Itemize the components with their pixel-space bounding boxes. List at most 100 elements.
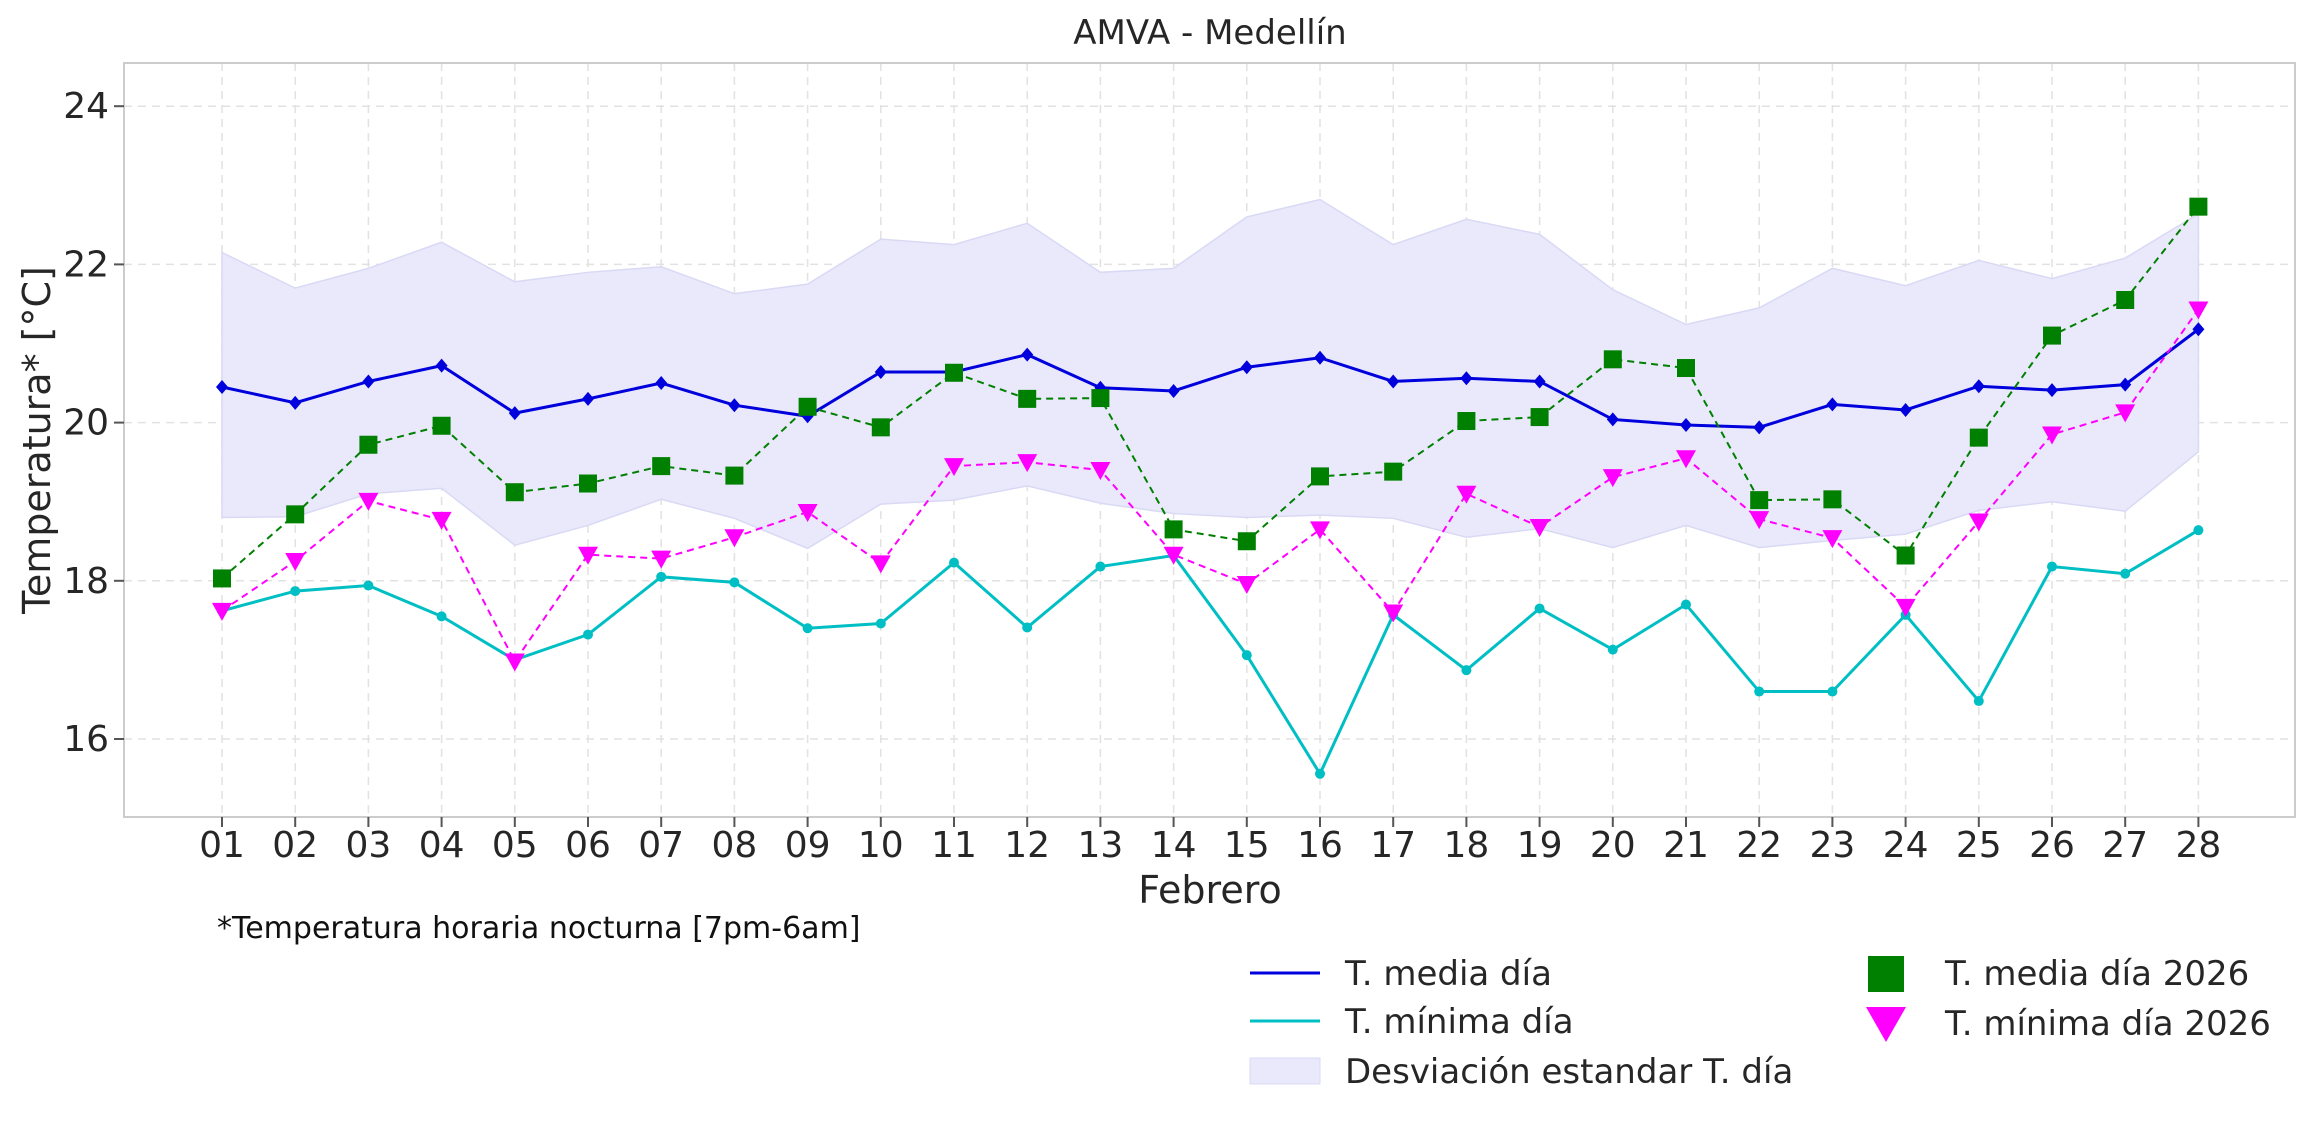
- data-point: [1529, 519, 1550, 538]
- series-1: [216, 322, 2205, 435]
- x-tick-label: 20: [1590, 825, 1636, 866]
- data-point: [1681, 599, 1691, 610]
- series-line: [221, 308, 2200, 664]
- data-point: [1895, 598, 1916, 617]
- series-4: [212, 301, 2209, 672]
- data-point: [1677, 359, 1695, 378]
- legend: T. media día T. mínima día Desviación es…: [1249, 954, 2271, 1092]
- legend-swatch-std-band: [1249, 1057, 1321, 1085]
- data-point: [579, 474, 597, 493]
- data-point: [1461, 665, 1472, 676]
- x-tick-label: 19: [1517, 825, 1563, 866]
- x-tick-label: 16: [1297, 825, 1343, 866]
- data-point: [1387, 374, 1400, 389]
- data-point: [1533, 374, 1546, 389]
- plot-frame: [123, 62, 2296, 818]
- legend-label-std-band: Desviación estandar T. día: [1345, 1052, 1793, 1092]
- data-point: [1753, 420, 1766, 435]
- x-tick-label: 27: [2102, 825, 2148, 866]
- x-tick-label: 01: [199, 825, 245, 866]
- data-point: [1896, 546, 1915, 565]
- data-point: [1315, 768, 1325, 779]
- data-point: [1240, 360, 1253, 375]
- data-point: [1968, 513, 1989, 532]
- legend-label-t-media: T. media día: [1344, 954, 1552, 994]
- x-tick-label: 12: [1004, 825, 1050, 866]
- data-point: [1676, 450, 1696, 469]
- data-point: [797, 503, 818, 522]
- data-point: [358, 492, 379, 511]
- data-point: [729, 577, 740, 588]
- legend-label-t-minima-2026: T. mínima día 2026: [1944, 1004, 2271, 1044]
- data-point: [1456, 485, 1477, 504]
- data-point: [1602, 469, 1623, 488]
- data-point: [2047, 561, 2057, 572]
- data-point: [1754, 686, 1765, 697]
- data-point: [435, 358, 448, 373]
- data-point: [875, 618, 886, 629]
- data-point: [1383, 604, 1404, 623]
- series-layer: [212, 197, 2209, 779]
- data-point: [1095, 561, 1106, 572]
- data-point: [1750, 491, 1769, 510]
- data-point: [949, 557, 959, 568]
- data-point: [1167, 383, 1180, 398]
- data-point: [213, 569, 231, 588]
- x-tick-label: 11: [931, 825, 977, 866]
- data-point: [1606, 412, 1619, 427]
- series-line: [221, 528, 2200, 777]
- data-point: [1534, 603, 1545, 614]
- data-point: [363, 580, 374, 591]
- x-tick-label: 06: [565, 825, 611, 866]
- data-point: [728, 398, 741, 413]
- data-point: [2116, 290, 2135, 309]
- y-tick-label: 16: [63, 719, 109, 760]
- x-tick-label: 09: [785, 825, 831, 866]
- data-point: [2193, 525, 2204, 536]
- data-point: [651, 550, 672, 569]
- data-point: [2192, 322, 2205, 337]
- x-tick-label: 23: [1809, 825, 1855, 866]
- data-point: [582, 391, 594, 406]
- data-point: [1822, 530, 1843, 549]
- data-point: [1017, 454, 1038, 473]
- x-tick-label: 13: [1077, 825, 1123, 866]
- x-tick-label: 24: [1883, 825, 1929, 866]
- x-tick-label: 17: [1370, 825, 1416, 866]
- data-point: [655, 376, 668, 391]
- data-point: [1022, 622, 1033, 633]
- x-tick-label: 04: [419, 825, 465, 866]
- data-point: [286, 505, 305, 524]
- data-point: [432, 416, 451, 435]
- y-ticks: 16 18 20 22 24: [63, 86, 124, 760]
- data-point: [436, 611, 447, 622]
- x-tick-label: 18: [1443, 825, 1489, 866]
- data-point: [2043, 326, 2061, 345]
- data-point: [1457, 412, 1476, 431]
- data-point: [1972, 379, 1985, 394]
- data-point: [724, 529, 745, 548]
- y-tick-label: 24: [63, 86, 109, 127]
- legend-swatch-t-media-2026: [1868, 956, 1904, 992]
- data-point: [656, 571, 667, 582]
- data-point: [1163, 546, 1184, 565]
- data-point: [1899, 402, 1912, 417]
- y-tick-label: 18: [63, 561, 109, 602]
- data-point: [1021, 347, 1034, 362]
- data-point: [1311, 467, 1329, 486]
- data-point: [2120, 568, 2131, 579]
- data-point: [1018, 389, 1037, 408]
- data-point: [1091, 389, 1110, 408]
- data-point: [871, 418, 890, 437]
- data-point: [2188, 301, 2209, 320]
- data-point: [504, 653, 525, 672]
- data-point: [289, 395, 302, 410]
- data-point: [1823, 490, 1842, 509]
- std-band-layer: [221, 198, 2200, 550]
- legend-label-t-media-2026: T. media día 2026: [1944, 954, 2249, 994]
- x-tick-label: 15: [1224, 825, 1270, 866]
- data-point: [362, 374, 375, 389]
- y-tick-label: 22: [63, 244, 109, 285]
- data-point: [874, 364, 887, 379]
- data-point: [2119, 377, 2132, 392]
